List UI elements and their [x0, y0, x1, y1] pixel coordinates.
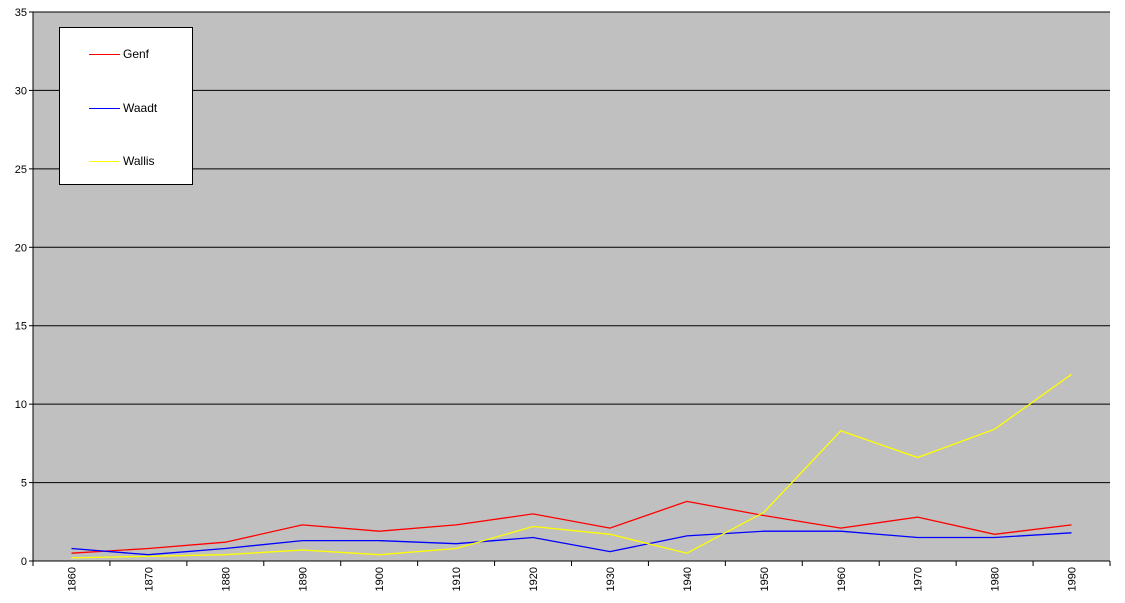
x-tick-label: 1880: [220, 567, 232, 591]
y-tick-label: 35: [15, 7, 27, 19]
x-tick-label: 1960: [836, 567, 848, 591]
series-line-waadt: [71, 530, 1072, 556]
y-tick-label: 10: [15, 399, 27, 411]
y-tick-label: 30: [15, 85, 27, 97]
legend-swatch: [89, 160, 120, 162]
y-tick-label: 15: [15, 321, 27, 333]
x-tick-label: 1930: [605, 567, 617, 591]
legend-label: Wallis: [123, 154, 155, 168]
x-tick-label: 1890: [297, 567, 309, 591]
y-tick-label: 5: [21, 478, 27, 490]
x-tick-label: 1860: [66, 567, 78, 591]
legend-label: Genf: [123, 47, 150, 61]
x-tick-label: 1900: [374, 567, 386, 591]
x-tick-label: 1870: [143, 567, 155, 591]
legend-item-wallis: Wallis: [89, 153, 155, 169]
legend-item-genf: Genf: [89, 46, 149, 62]
x-tick-label: 1970: [913, 567, 925, 591]
x-tick-label: 1980: [990, 567, 1002, 591]
x-tick-label: 1940: [682, 567, 694, 591]
series-line-genf: [71, 500, 1072, 554]
y-tick-label: 25: [15, 164, 27, 176]
x-tick-label: 1950: [759, 567, 771, 591]
x-tick-label: 1990: [1067, 567, 1079, 591]
x-tick-label: 1910: [451, 567, 463, 591]
legend-swatch: [89, 107, 120, 109]
legend-label: Waadt: [123, 101, 158, 115]
legend: Genf Waadt Wallis: [59, 27, 193, 185]
legend-item-waadt: Waadt: [89, 100, 157, 116]
y-tick-label: 0: [21, 556, 27, 568]
series-line-wallis: [71, 373, 1072, 559]
x-tick-label: 1920: [528, 567, 540, 591]
legend-swatch: [89, 53, 120, 55]
plot-area: [33, 12, 1110, 561]
y-tick-label: 20: [15, 242, 27, 254]
